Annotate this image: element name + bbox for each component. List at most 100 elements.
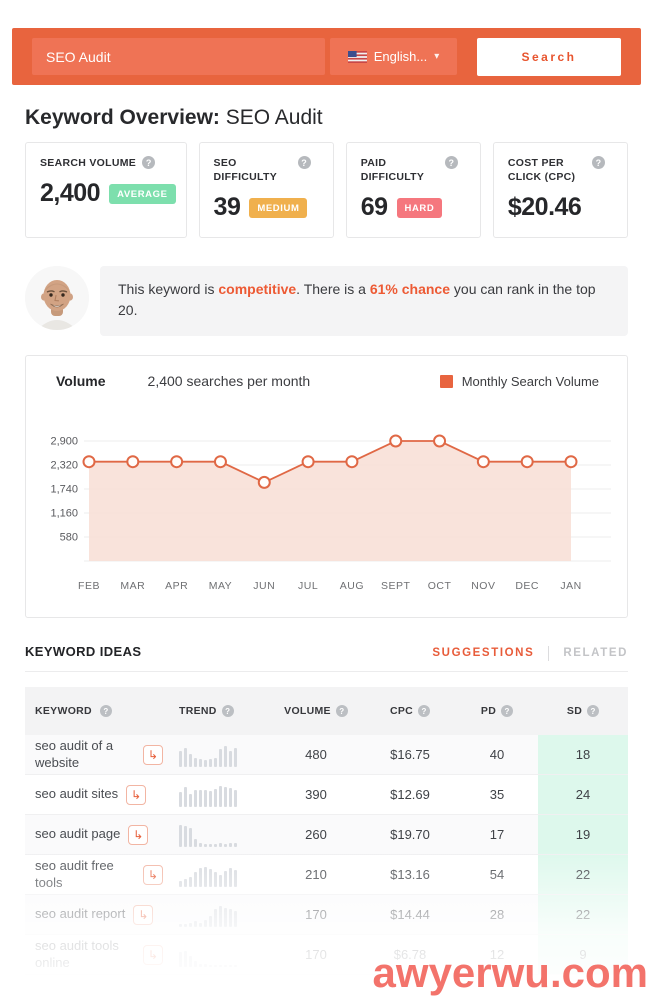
chart-subtitle: 2,400 searches per month — [147, 373, 311, 389]
keyword-ideas-header: KEYWORD IDEAS SUGGESTIONS RELATED — [25, 644, 628, 672]
svg-text:OCT: OCT — [428, 580, 452, 592]
svg-text:1,740: 1,740 — [50, 484, 78, 496]
svg-text:2,900: 2,900 — [50, 436, 78, 448]
column-label: KEYWORD — [35, 705, 92, 717]
help-icon[interactable]: ? — [335, 705, 348, 717]
trend-cell — [175, 903, 268, 927]
keyword-cell: seo audit report ↳ — [25, 904, 175, 925]
column-header-pd: PD? — [456, 705, 538, 717]
table-row[interactable]: seo audit of a website ↳ 480 $16.75 40 1… — [25, 735, 628, 775]
person-avatar-illustration — [25, 266, 89, 330]
seo-difficulty-value: 39 — [213, 193, 241, 222]
keyword-cell: seo audit page ↳ — [25, 824, 175, 845]
avatar — [25, 266, 89, 330]
help-icon[interactable]: ? — [591, 156, 605, 169]
keyword-link[interactable]: seo audit of a website — [35, 738, 114, 770]
help-icon[interactable]: ? — [501, 705, 514, 717]
tab-divider — [548, 645, 550, 661]
help-icon[interactable]: ? — [444, 156, 458, 169]
keyword-cell: seo audit sites ↳ — [25, 784, 175, 805]
column-header-sd: SD? — [538, 705, 628, 717]
svg-text:AUG: AUG — [340, 580, 364, 592]
expand-keyword-arrow-icon[interactable]: ↳ — [133, 904, 154, 925]
help-icon[interactable]: ? — [418, 705, 431, 717]
svg-text:2,320: 2,320 — [50, 460, 78, 472]
cpc-cell: $14.44 — [390, 907, 430, 922]
insight-highlight-competitive: competitive — [218, 281, 297, 297]
status-badge: AVERAGE — [109, 183, 176, 204]
page-title-bold: Keyword Overview: — [25, 106, 220, 129]
sd-cell: 24 — [538, 775, 628, 814]
table-header-row: KEYWORD? TREND? VOLUME? CPC? PD? SD? — [25, 687, 628, 735]
help-icon[interactable]: ? — [142, 156, 156, 169]
expand-keyword-arrow-icon[interactable]: ↳ — [126, 784, 147, 805]
expand-keyword-arrow-icon[interactable]: ↳ — [143, 744, 163, 765]
trend-cell — [175, 943, 268, 967]
language-selector[interactable]: English... ▾ — [330, 38, 457, 75]
status-badge: MEDIUM — [249, 197, 308, 218]
card-paid-difficulty: PAID DIFFICULTY? 69 HARD — [345, 142, 481, 238]
keyword-link[interactable]: seo audit tools online — [35, 938, 119, 970]
expand-keyword-arrow-icon[interactable]: ↳ — [143, 864, 163, 885]
sd-cell: 22 — [538, 895, 628, 934]
paid-difficulty-value: 69 — [360, 193, 388, 222]
table-row[interactable]: seo audit sites ↳ 390 $12.69 35 24 — [25, 775, 628, 815]
sd-cell: 19 — [538, 815, 628, 854]
trend-cell — [175, 743, 268, 767]
column-label: CPC — [389, 705, 414, 717]
help-icon[interactable]: ? — [99, 705, 112, 717]
keyword-ideas-tabs: SUGGESTIONS RELATED — [432, 645, 628, 661]
table-row[interactable]: seo audit report ↳ 170 $14.44 28 22 — [25, 895, 628, 935]
insight-text: you can rank in the top 20. — [118, 281, 596, 318]
legend-swatch-icon — [439, 374, 453, 388]
keyword-link[interactable]: seo audit sites — [35, 786, 119, 802]
keyword-cell: seo audit of a website ↳ — [25, 738, 175, 771]
help-icon[interactable]: ? — [587, 705, 600, 717]
svg-text:APR: APR — [165, 580, 188, 592]
insight-text: . There is a — [296, 281, 370, 297]
search-button[interactable]: Search — [477, 37, 621, 76]
keyword-link[interactable]: seo audit report — [35, 906, 126, 922]
legend-label: Monthly Search Volume — [461, 373, 599, 389]
cpc-cell: $19.70 — [390, 827, 430, 842]
trend-cell — [175, 783, 268, 807]
insight-highlight-chance: 61% chance — [369, 281, 451, 297]
chart-header: Volume 2,400 searches per month Monthly … — [26, 373, 627, 389]
svg-text:MAY: MAY — [209, 580, 232, 592]
expand-keyword-arrow-icon[interactable]: ↳ — [143, 944, 163, 965]
volume-cell: 170 — [305, 947, 327, 962]
help-icon[interactable]: ? — [221, 705, 234, 717]
tab-related[interactable]: RELATED — [563, 647, 628, 659]
trend-cell — [175, 823, 268, 847]
keyword-link[interactable]: seo audit page — [35, 826, 121, 842]
expand-keyword-arrow-icon[interactable]: ↳ — [128, 824, 149, 845]
page-title: Keyword Overview: SEO Audit — [25, 106, 323, 130]
insight-row: This keyword is competitive. There is a … — [25, 266, 628, 336]
volume-cell: 480 — [305, 747, 327, 762]
svg-text:1,160: 1,160 — [50, 508, 78, 520]
volume-chart[interactable]: 2,900 2,320 1,740 1,160 580 FEB MAR APR MAY JUN JU… — [26, 399, 629, 599]
svg-text:JUL: JUL — [298, 580, 318, 592]
table-body: seo audit of a website ↳ 480 $16.75 40 1… — [25, 735, 628, 975]
card-search-volume: SEARCH VOLUME? 2,400 AVERAGE — [25, 142, 187, 238]
cpc-value: $20.46 — [507, 193, 582, 222]
help-icon[interactable]: ? — [297, 156, 311, 169]
keyword-search-input[interactable] — [32, 38, 325, 75]
cpc-cell: $12.69 — [390, 787, 430, 802]
table-row[interactable]: seo audit free tools ↳ 210 $13.16 54 22 — [25, 855, 628, 895]
status-badge: HARD — [396, 197, 443, 218]
trend-sparkline — [179, 823, 268, 847]
svg-text:SEPT: SEPT — [381, 580, 411, 592]
tab-suggestions[interactable]: SUGGESTIONS — [432, 647, 535, 659]
table-row[interactable]: seo audit page ↳ 260 $19.70 17 19 — [25, 815, 628, 855]
volume-cell: 170 — [305, 907, 327, 922]
svg-text:JUN: JUN — [253, 580, 275, 592]
svg-text:580: 580 — [60, 532, 78, 544]
keyword-cell: seo audit tools online ↳ — [25, 938, 175, 971]
pd-cell: 35 — [489, 787, 505, 802]
column-label: PD — [480, 705, 497, 717]
volume-cell: 390 — [305, 787, 327, 802]
sd-cell: 18 — [538, 735, 628, 774]
keyword-link[interactable]: seo audit free tools — [35, 858, 114, 890]
